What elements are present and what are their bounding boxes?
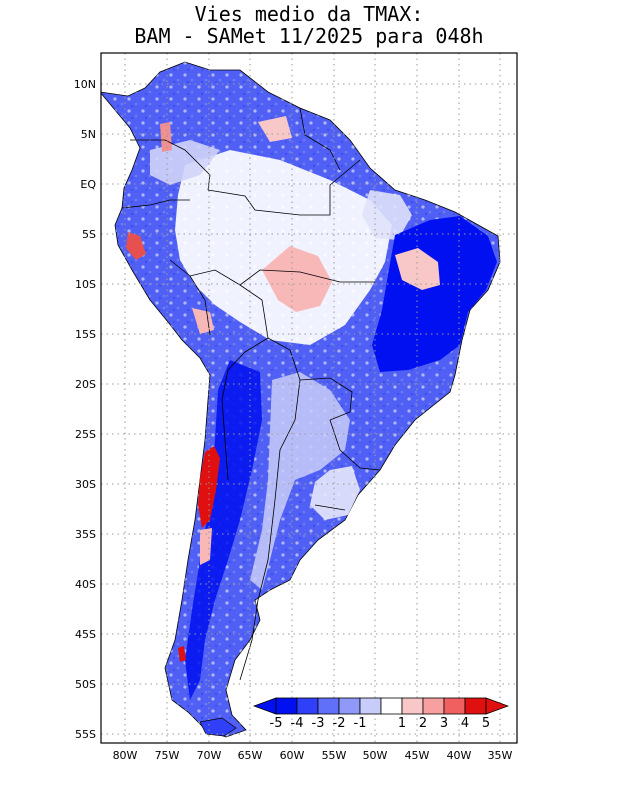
- colorbar-swatch: [380, 697, 403, 715]
- tierra-del-fuego: [199, 717, 237, 737]
- lon-tick: 75W: [155, 749, 180, 762]
- colorbar-swatch: [338, 697, 361, 715]
- bias-region-positive-amazon: [262, 246, 332, 312]
- lon-tick: 45W: [405, 749, 430, 762]
- colorbar-swatch: [443, 697, 466, 715]
- country-borders: [121, 107, 381, 681]
- colorbar-label: -1: [354, 716, 367, 731]
- colorbar-label: 2: [419, 716, 427, 731]
- bias-region-positive-andes: [198, 446, 220, 528]
- colorbar-swatch: [359, 697, 382, 715]
- grid-lines: [101, 53, 517, 743]
- lat-tick: 55S: [75, 728, 96, 741]
- colorbar-swatch: [422, 697, 445, 715]
- lat-tick: 30S: [75, 478, 96, 491]
- lat-tick: 35S: [75, 528, 96, 541]
- lon-tick: 70W: [197, 749, 222, 762]
- colorbar-swatch: [464, 697, 487, 715]
- colorbar-swatch: [275, 697, 298, 715]
- colorbar-arrow-high: [485, 697, 510, 715]
- plot-frame: [100, 52, 518, 744]
- lon-tick: 80W: [113, 749, 138, 762]
- lon-tick: 60W: [280, 749, 305, 762]
- colorbar-swatch: [401, 697, 424, 715]
- lat-tick: 40S: [75, 578, 96, 591]
- lon-axis: 80W 75W 70W 65W 60W 55W 50W 45W 40W 35W: [113, 749, 513, 762]
- lon-tick: 65W: [238, 749, 263, 762]
- lon-tick: 55W: [322, 749, 347, 762]
- map-title-line1: Vies medio da TMAX:: [194, 2, 424, 26]
- lat-tick: 10S: [75, 278, 96, 291]
- colorbar-label: -3: [312, 716, 325, 731]
- colorbar-label: 3: [440, 716, 448, 731]
- lat-tick: 45S: [75, 628, 96, 641]
- bias-region-light-amazon: [175, 150, 392, 345]
- lat-tick: 50S: [75, 678, 96, 691]
- lat-tick: 5N: [81, 128, 96, 141]
- colorbar-swatch: [317, 697, 340, 715]
- lat-tick: 25S: [75, 428, 96, 441]
- continent-field: [101, 61, 501, 738]
- lon-tick: 35W: [488, 749, 513, 762]
- colorbar-swatch: [296, 697, 319, 715]
- lat-tick: 20S: [75, 378, 96, 391]
- lat-tick: 15S: [75, 328, 96, 341]
- bias-region-light-north: [150, 140, 220, 185]
- colorbar-label: 4: [461, 716, 469, 731]
- colorbar-label: -5: [270, 716, 283, 731]
- colorbar-label: 5: [482, 716, 490, 731]
- lat-tick: 10N: [74, 78, 96, 91]
- lat-tick: 5S: [82, 228, 96, 241]
- colorbar: -5 -4 -3 -2 -1 1 2 3 4 5: [252, 697, 510, 731]
- lon-tick: 50W: [363, 749, 388, 762]
- lat-axis: 10N 5N EQ 5S 10S 15S 20S 25S 30S 35S 40S…: [74, 78, 97, 741]
- lon-tick: 40W: [447, 749, 472, 762]
- colorbar-label: 1: [398, 716, 406, 731]
- map-title-line2: BAM - SAMet 11/2025 para 048h: [134, 24, 484, 48]
- colorbar-label: -4: [291, 716, 304, 731]
- lat-tick: EQ: [80, 178, 96, 191]
- colorbar-label: -2: [333, 716, 346, 731]
- bias-region-light-chaco: [250, 372, 350, 590]
